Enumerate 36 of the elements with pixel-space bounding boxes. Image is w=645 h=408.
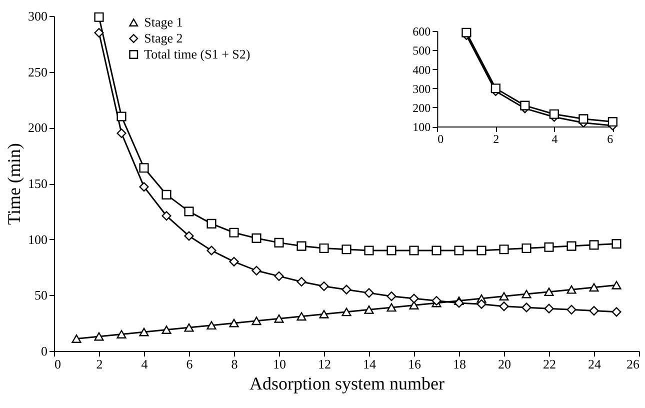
y-tick-label: 600 (412, 24, 431, 39)
x-tick-label: 24 (588, 356, 602, 372)
y-tick-label: 250 (28, 64, 48, 80)
x-tick-label: 10 (273, 356, 286, 372)
x-tick-label: 4 (552, 132, 558, 146)
y-tick-label: 100 (28, 232, 48, 247)
y-tick-label: 200 (412, 100, 431, 115)
y-tick-label: 150 (28, 176, 48, 191)
y-tick-label: 200 (28, 120, 48, 136)
x-tick-label: 20 (498, 356, 511, 372)
x-tick-label: 8 (231, 356, 238, 372)
x-tick-label: 4 (141, 356, 148, 372)
y-tick-label: 500 (412, 44, 431, 58)
y-tick-label: 400 (412, 62, 431, 77)
x-tick-label: 2 (96, 356, 103, 372)
y-axis-title: Time (min) (4, 143, 24, 225)
y-tick-label: 300 (412, 82, 431, 96)
x-tick-label: 26 (626, 356, 640, 372)
y-tick-label: 100 (412, 120, 431, 134)
x-tick-label: 0 (438, 132, 444, 146)
y-tick-label: 50 (34, 288, 48, 303)
y-tick-label: 0 (41, 344, 48, 358)
x-tick-label: 6 (186, 356, 194, 372)
legend-label: Stage 2 (144, 30, 183, 46)
x-tick-label: 2 (493, 132, 500, 146)
y-tick-label: 300 (28, 8, 48, 24)
x-tick-label: 22 (543, 356, 556, 372)
legend-label: Stage 1 (144, 14, 183, 30)
x-tick-label: 12 (318, 356, 331, 372)
x-axis-title: Adsorption system number (250, 374, 444, 394)
x-tick-label: 14 (363, 356, 376, 372)
x-tick-label: 16 (408, 356, 422, 372)
x-tick-label: 18 (453, 356, 466, 372)
x-tick-label: 6 (607, 132, 614, 146)
legend-label: Total time (S1 + S2) (144, 46, 250, 62)
x-tick-label: 0 (54, 356, 61, 372)
